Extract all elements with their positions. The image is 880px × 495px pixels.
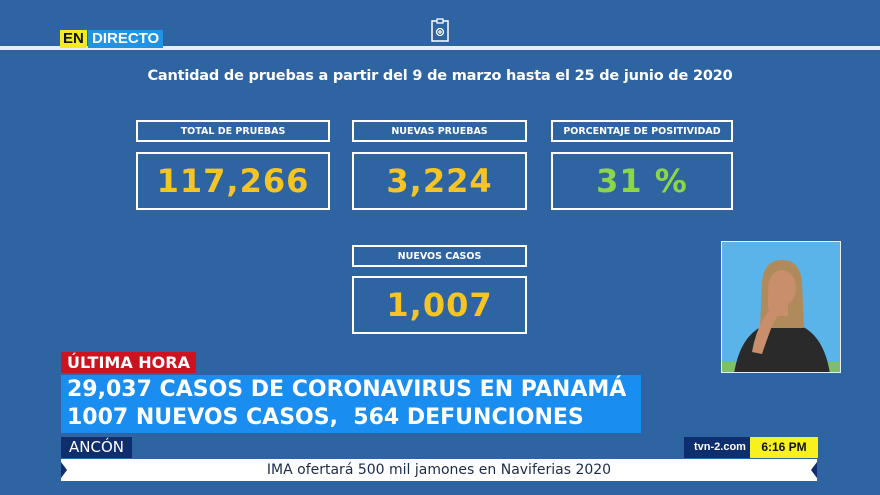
stat-value-nuevos-casos: 1,007 xyxy=(352,276,527,334)
live-badge-en: EN xyxy=(60,30,87,48)
stat-value-positividad: 31 % xyxy=(551,152,733,210)
header-divider xyxy=(0,46,880,50)
stat-label-total-pruebas: TOTAL DE PRUEBAS xyxy=(136,120,330,142)
ticker-chevron-right-icon xyxy=(811,462,817,478)
news-ticker: IMA ofertará 500 mil jamones en Naviferi… xyxy=(61,459,817,481)
stat-value-total-pruebas: 117,266 xyxy=(136,152,330,210)
location-label: ANCÓN xyxy=(61,437,132,458)
live-badge-directo: DIRECTO xyxy=(88,30,164,48)
stat-label-nuevos-casos: NUEVOS CASOS xyxy=(352,245,527,267)
headline-line-1: 29,037 CASOS DE CORONAVIRUS EN PANAMÁ xyxy=(67,377,627,402)
stat-value-nuevas-pruebas: 3,224 xyxy=(352,152,527,210)
breaking-headline: 29,037 CASOS DE CORONAVIRUS EN PANAMÁ 10… xyxy=(61,375,641,433)
sign-language-interpreter-video xyxy=(721,241,841,373)
stat-label-positividad: PORCENTAJE DE POSITIVIDAD xyxy=(551,120,733,142)
headline-line-2: 1007 NUEVOS CASOS, 564 DEFUNCIONES xyxy=(67,405,584,430)
channel-website: tvn-2.com xyxy=(684,437,756,458)
broadcast-time: 6:16 PM xyxy=(750,437,818,458)
clipboard-medical-icon xyxy=(431,18,449,42)
ticker-chevron-left-icon xyxy=(61,462,67,478)
stat-label-nuevas-pruebas: NUEVAS PRUEBAS xyxy=(352,120,527,142)
report-subtitle: Cantidad de pruebas a partir del 9 de ma… xyxy=(147,68,733,84)
interpreter-figure-icon xyxy=(722,242,840,372)
breaking-news-tag: ÚLTIMA HORA xyxy=(61,352,196,373)
